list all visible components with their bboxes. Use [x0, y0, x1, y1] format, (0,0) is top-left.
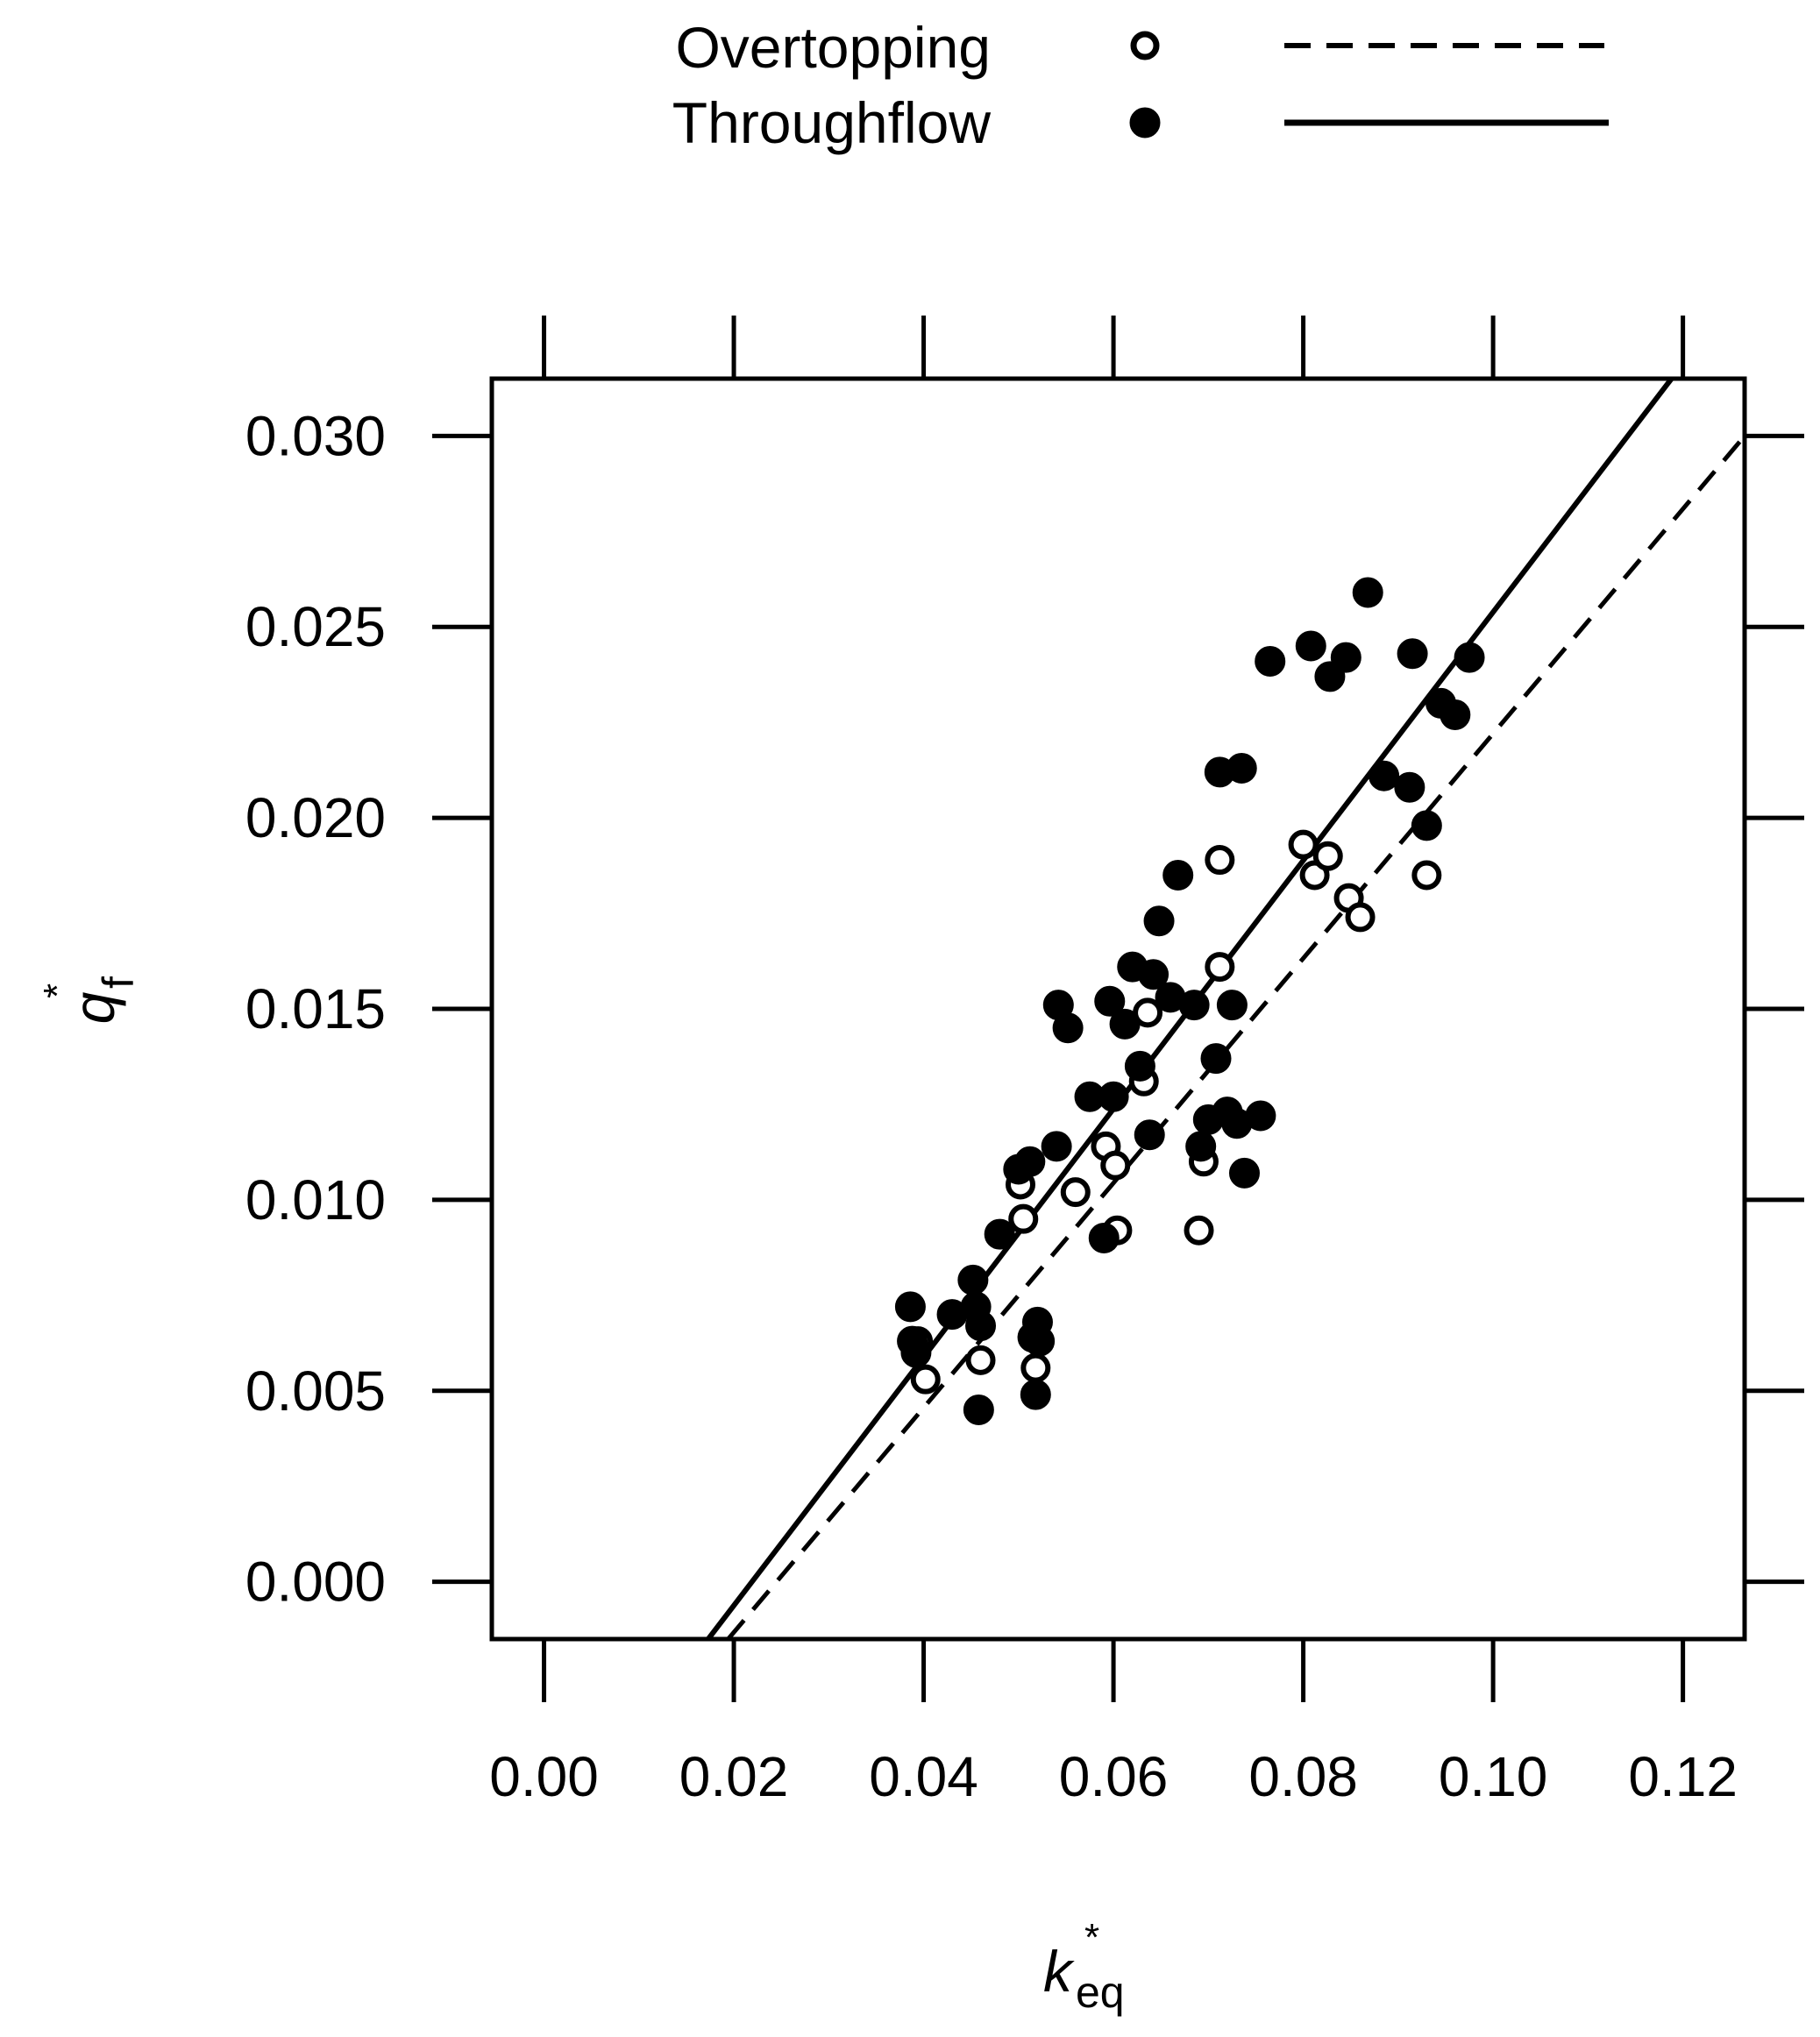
data-point-throughflow [1052, 1012, 1084, 1044]
fit-line-overtopping [726, 434, 1745, 1639]
y-tick-label: 0.015 [245, 977, 386, 1040]
x-tick-label: 0.12 [1628, 1745, 1738, 1808]
data-point-throughflow [957, 1264, 989, 1295]
data-point-overtopping [1020, 1352, 1051, 1383]
data-point-overtopping [1345, 902, 1376, 933]
data-point-throughflow [900, 1337, 932, 1368]
x-axis-title-superscript: * [1084, 1916, 1099, 1959]
x-axis: 0.00 0.02 0.04 0.06 0.08 0.10 0.12 [489, 316, 1738, 1808]
data-point-throughflow [1397, 638, 1428, 670]
y-tick-label: 0.020 [245, 786, 386, 849]
data-point-overtopping [1100, 1150, 1131, 1181]
data-point-overtopping [910, 1364, 941, 1395]
data-point-throughflow [1228, 1157, 1260, 1189]
x-tick-label: 0.02 [679, 1745, 789, 1808]
legend-marker-throughflow [1129, 107, 1161, 138]
data-point-throughflow [1245, 1100, 1276, 1132]
data-point-throughflow [1020, 1379, 1051, 1410]
y-tick-label: 0.005 [245, 1359, 386, 1423]
data-point-throughflow [894, 1291, 926, 1323]
data-point-throughflow [1411, 810, 1442, 841]
data-point-throughflow [1352, 577, 1383, 608]
data-point-throughflow [1454, 642, 1485, 673]
x-tick-label: 0.08 [1248, 1745, 1358, 1808]
data-point-overtopping [1060, 1177, 1091, 1208]
data-point-throughflow [1185, 1131, 1217, 1162]
data-point-throughflow [1088, 1222, 1120, 1253]
legend: Overtopping Throughflow [672, 15, 1609, 155]
data-point-throughflow [1255, 645, 1286, 677]
legend-label-throughflow: Throughflow [672, 90, 992, 155]
y-axis-title: q [61, 991, 126, 1024]
data-point-throughflow [1394, 771, 1425, 803]
data-point-throughflow [1226, 752, 1257, 784]
data-point-throughflow [1014, 1146, 1046, 1177]
data-point-throughflow [1094, 985, 1126, 1017]
data-point-overtopping [1205, 952, 1235, 983]
data-point-throughflow [1216, 990, 1248, 1021]
data-point-throughflow [1098, 1081, 1129, 1112]
y-tick-label: 0.010 [245, 1168, 386, 1231]
legend-marker-overtopping [1130, 31, 1160, 60]
data-point-throughflow [1440, 699, 1471, 730]
data-point-overtopping [1184, 1215, 1214, 1246]
data-point-throughflow [1109, 1008, 1141, 1040]
data-points [894, 577, 1485, 1426]
data-point-overtopping [965, 1345, 996, 1375]
legend-label-overtopping: Overtopping [675, 15, 991, 80]
data-point-throughflow [1024, 1325, 1056, 1357]
data-point-throughflow [1134, 1119, 1165, 1151]
x-tick-label: 0.04 [869, 1745, 978, 1808]
x-axis-title: k [1043, 1939, 1075, 2004]
data-point-overtopping [1288, 829, 1319, 860]
data-point-overtopping [1008, 1203, 1039, 1234]
data-point-throughflow [965, 1310, 997, 1342]
y-axis-title-group: q * f [36, 976, 143, 1024]
y-axis: 0.000 0.005 0.010 0.015 0.020 0.025 0.030 [245, 404, 1804, 1614]
data-point-throughflow [1369, 760, 1400, 791]
data-point-throughflow [1200, 1043, 1232, 1075]
data-point-overtopping [1312, 841, 1343, 871]
y-tick-label: 0.000 [245, 1551, 386, 1614]
data-point-overtopping [1411, 860, 1442, 891]
data-point-throughflow [1143, 905, 1175, 937]
data-point-throughflow [1041, 1131, 1072, 1162]
data-point-overtopping [1133, 997, 1163, 1028]
y-axis-title-subscript: f [94, 976, 143, 989]
data-point-overtopping [1205, 845, 1235, 876]
x-tick-label: 0.10 [1439, 1745, 1548, 1808]
data-point-throughflow [984, 1218, 1015, 1250]
data-point-throughflow [963, 1395, 994, 1426]
x-tick-label: 0.06 [1059, 1745, 1169, 1808]
y-axis-title-superscript: * [36, 983, 79, 998]
x-tick-label: 0.00 [489, 1745, 599, 1808]
x-axis-title-subscript: eq [1076, 1968, 1125, 2017]
y-tick-label: 0.030 [245, 404, 386, 467]
data-point-throughflow [1295, 630, 1326, 662]
data-point-throughflow [1178, 990, 1210, 1021]
y-tick-label: 0.025 [245, 595, 386, 658]
data-point-throughflow [1162, 859, 1194, 891]
data-point-throughflow [1330, 642, 1361, 673]
data-point-throughflow [1124, 1050, 1155, 1082]
data-point-throughflow [1138, 959, 1169, 990]
